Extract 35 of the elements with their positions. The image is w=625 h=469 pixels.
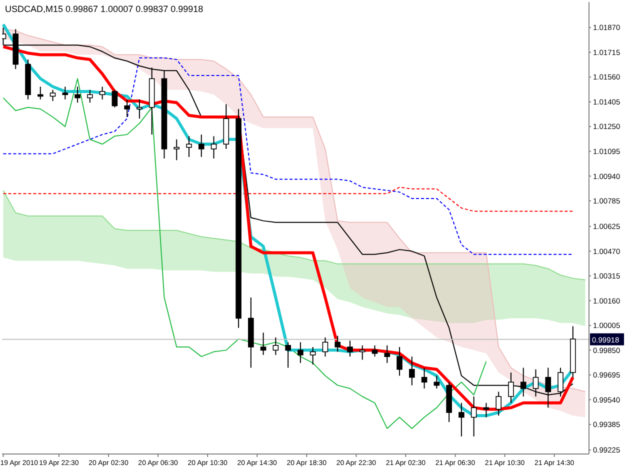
candlestick xyxy=(384,344,390,364)
candlestick xyxy=(409,356,415,386)
candlestick xyxy=(136,98,142,120)
line-series xyxy=(2,57,574,255)
candlestick xyxy=(198,134,204,158)
candlestick xyxy=(174,138,180,161)
candlestick xyxy=(124,98,130,118)
candlestick xyxy=(99,86,106,100)
candlestick xyxy=(434,375,440,390)
chart-title: USDCAD,M15 0.99867 1.00007 0.99837 0.99918 xyxy=(5,4,204,14)
candlestick xyxy=(50,89,56,102)
candlestick xyxy=(74,86,80,104)
candlestick xyxy=(458,402,464,437)
candlestick xyxy=(285,342,291,368)
candlestick xyxy=(272,336,279,356)
candlestick xyxy=(87,89,93,104)
candlestick xyxy=(322,336,328,358)
candlestick xyxy=(298,342,304,364)
candlestick xyxy=(112,89,118,108)
candlestick xyxy=(347,340,353,358)
candlestick xyxy=(359,344,366,360)
candlestick xyxy=(62,86,68,100)
candlestick xyxy=(334,335,341,352)
candlestick xyxy=(496,391,502,416)
line-series xyxy=(2,78,487,429)
line-series xyxy=(2,190,586,280)
candlestick xyxy=(210,136,217,160)
candlestick xyxy=(470,396,477,437)
candlestick xyxy=(186,136,192,158)
candlestick xyxy=(372,344,378,358)
candlestick xyxy=(421,367,428,390)
candlestick xyxy=(37,86,44,100)
candlestick xyxy=(310,346,316,366)
candlestick xyxy=(396,346,402,376)
candlestick xyxy=(260,332,266,356)
